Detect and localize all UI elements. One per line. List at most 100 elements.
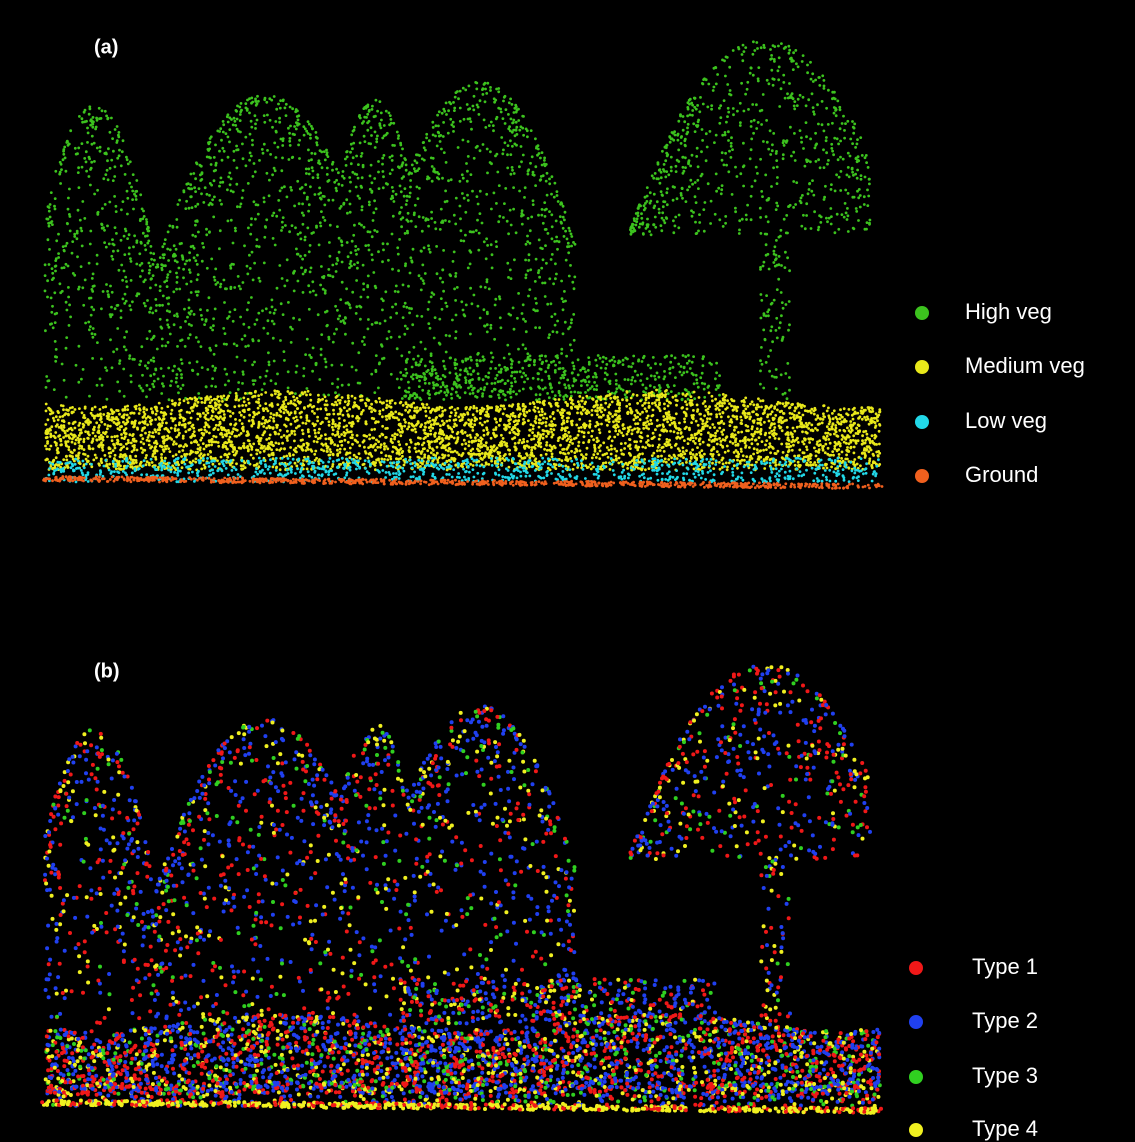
lidar-point xyxy=(375,321,378,324)
lidar-point xyxy=(393,144,396,147)
lidar-point xyxy=(95,421,98,424)
lidar-point xyxy=(123,253,126,256)
lidar-point xyxy=(55,239,58,242)
lidar-point xyxy=(491,455,494,458)
lidar-point xyxy=(736,110,739,113)
lidar-point xyxy=(656,372,659,375)
lidar-point xyxy=(324,358,327,361)
lidar-point xyxy=(84,322,87,325)
lidar-point xyxy=(335,179,338,182)
lidar-point xyxy=(248,326,251,329)
lidar-point xyxy=(445,102,448,105)
lidar-point xyxy=(107,147,110,150)
lidar-point xyxy=(399,371,402,374)
lidar-point xyxy=(646,200,649,203)
lidar-point xyxy=(497,107,500,110)
lidar-point xyxy=(827,89,830,92)
lidar-point xyxy=(865,154,868,157)
lidar-point xyxy=(210,184,213,187)
lidar-point xyxy=(703,453,706,456)
lidar-point xyxy=(233,159,236,162)
lidar-point xyxy=(782,81,785,84)
lidar-point xyxy=(640,217,643,220)
lidar-point xyxy=(443,365,446,368)
lidar-point xyxy=(715,83,718,86)
lidar-point xyxy=(119,468,122,471)
lidar-point xyxy=(492,124,495,127)
lidar-point xyxy=(699,96,702,99)
lidar-point xyxy=(463,118,466,121)
lidar-point xyxy=(473,157,476,160)
lidar-point xyxy=(516,109,519,112)
lidar-point xyxy=(615,383,618,386)
lidar-point xyxy=(217,406,220,409)
lidar-point xyxy=(501,152,504,155)
lidar-point xyxy=(428,139,431,142)
lidar-point xyxy=(236,429,239,432)
lidar-point xyxy=(353,401,356,404)
lidar-point xyxy=(117,134,120,137)
lidar-point xyxy=(341,384,344,387)
lidar-point xyxy=(566,238,569,241)
lidar-point xyxy=(98,117,101,120)
lidar-point xyxy=(853,452,856,455)
lidar-point xyxy=(263,262,266,265)
lidar-point xyxy=(366,113,369,116)
lidar-point xyxy=(375,140,378,143)
lidar-point xyxy=(525,127,528,130)
lidar-point xyxy=(49,323,52,326)
lidar-point xyxy=(432,126,435,129)
lidar-point xyxy=(116,157,119,160)
lidar-point xyxy=(92,336,95,339)
lidar-point xyxy=(684,166,687,169)
lidar-point xyxy=(222,123,225,126)
lidar-point xyxy=(432,381,435,384)
lidar-point xyxy=(274,120,277,123)
lidar-point xyxy=(541,410,544,413)
lidar-point xyxy=(102,413,105,416)
lidar-point xyxy=(139,218,142,221)
lidar-point xyxy=(693,397,696,400)
lidar-point xyxy=(331,264,334,267)
lidar-point xyxy=(367,457,370,460)
lidar-point xyxy=(81,121,84,124)
lidar-point xyxy=(160,263,163,266)
lidar-point xyxy=(782,336,785,339)
lidar-point xyxy=(844,189,847,192)
lidar-point xyxy=(315,362,318,365)
lidar-point xyxy=(435,372,438,375)
lidar-point xyxy=(615,455,618,458)
lidar-point xyxy=(485,193,488,196)
lidar-point xyxy=(543,159,546,162)
lidar-point xyxy=(128,304,131,307)
lidar-point xyxy=(682,172,685,175)
lidar-point xyxy=(257,339,260,342)
lidar-point xyxy=(287,301,290,304)
lidar-point xyxy=(266,172,269,175)
lidar-point xyxy=(526,240,529,243)
lidar-point xyxy=(511,360,514,363)
lidar-point xyxy=(660,190,663,193)
lidar-point xyxy=(774,437,777,440)
lidar-point xyxy=(787,45,790,48)
lidar-point xyxy=(522,343,525,346)
lidar-point xyxy=(142,210,145,213)
lidar-point xyxy=(130,279,133,282)
lidar-point xyxy=(669,372,672,375)
lidar-point xyxy=(513,377,516,380)
lidar-point xyxy=(454,414,457,417)
lidar-point xyxy=(459,120,462,123)
lidar-point xyxy=(831,150,834,153)
lidar-point xyxy=(540,445,543,448)
lidar-point xyxy=(429,251,432,254)
lidar-point xyxy=(730,156,733,159)
lidar-point xyxy=(428,397,431,400)
lidar-point xyxy=(660,396,663,399)
lidar-point xyxy=(55,348,58,351)
lidar-point xyxy=(826,467,829,470)
lidar-point xyxy=(107,117,110,120)
lidar-point xyxy=(861,154,864,157)
lidar-point xyxy=(841,451,844,454)
lidar-point xyxy=(214,385,217,388)
lidar-point xyxy=(267,351,270,354)
